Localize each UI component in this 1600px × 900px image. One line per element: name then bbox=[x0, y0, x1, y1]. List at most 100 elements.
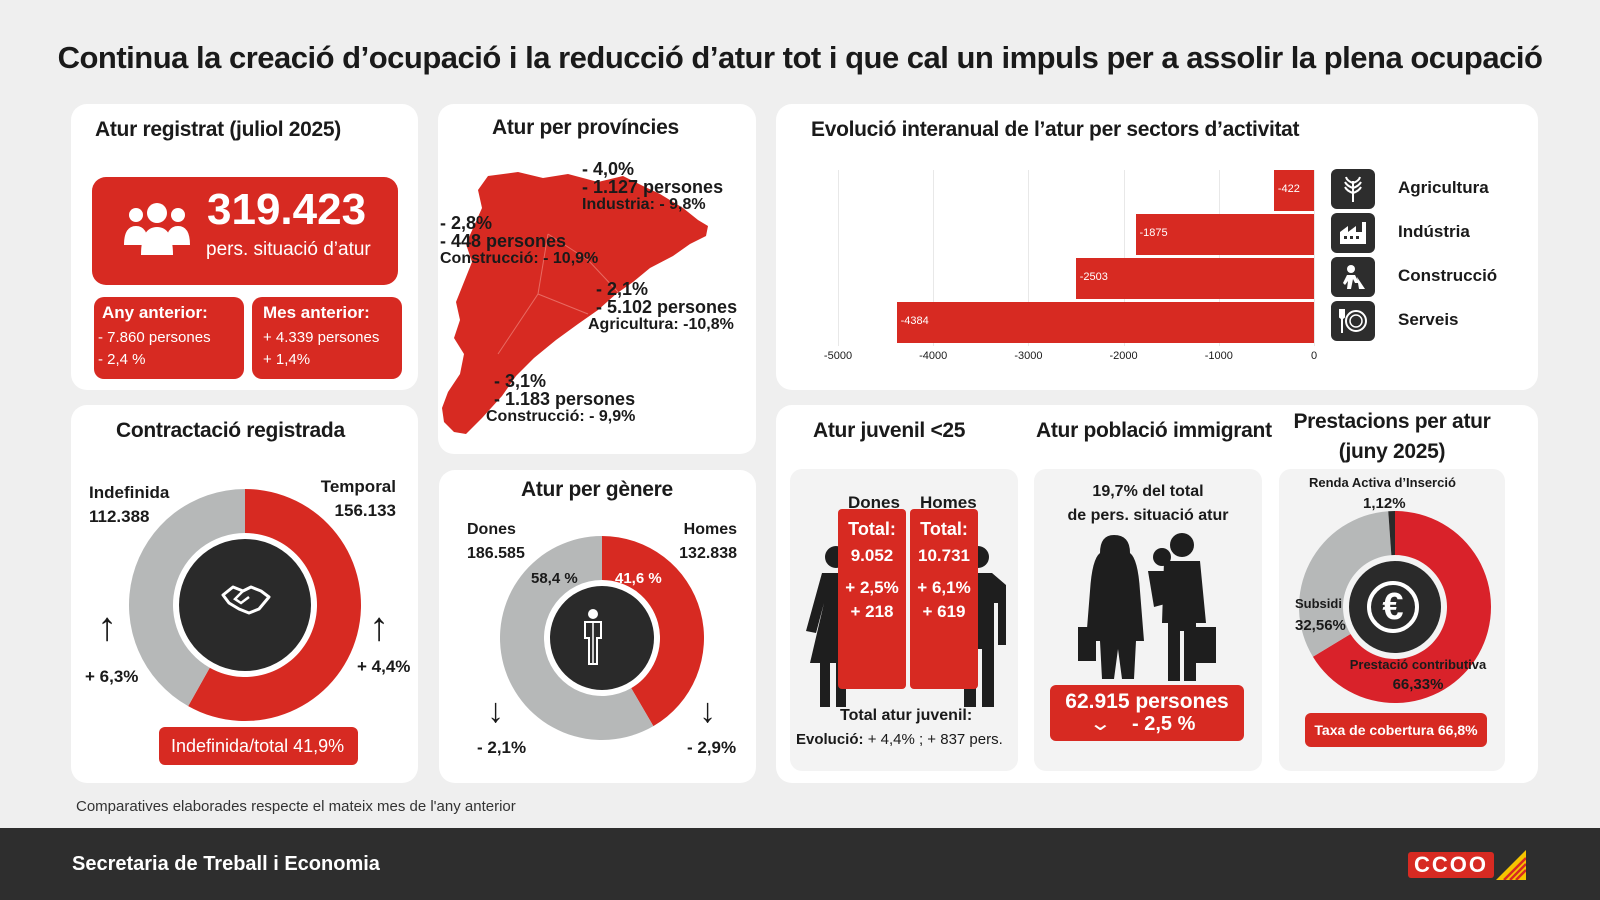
juvenil-summary-title: Total atur juvenil: bbox=[840, 707, 973, 724]
handshake-icon bbox=[221, 585, 271, 615]
contractacio-donut bbox=[129, 489, 362, 721]
sector-label: Serveis bbox=[1398, 310, 1459, 329]
atur-total-value: 319.423 bbox=[207, 185, 367, 234]
prestacions-heading: Prestacions per atur (juny 2025) bbox=[1293, 410, 1491, 463]
sector-tick-label: -4000 bbox=[919, 350, 948, 362]
contractacio-heading: Contractació registrada bbox=[116, 419, 345, 442]
immigrant-persones: 62.915 persones bbox=[1065, 690, 1229, 713]
provincies-card: Atur per províncies - 4,0% - 1.127 perso… bbox=[438, 104, 756, 454]
sector-gridline bbox=[838, 170, 839, 346]
mes-anterior-pct: + 1,4% bbox=[263, 351, 311, 368]
immigrant-line1: 19,7% del total bbox=[1092, 483, 1204, 500]
subsidi-label: Subsidi 32,56% bbox=[1295, 596, 1346, 634]
footer: Secretaria de Treball i Economia CCOO bbox=[0, 828, 1600, 900]
sector-tick-label: -5000 bbox=[823, 350, 853, 362]
dones-change: - 2,1% bbox=[477, 738, 527, 757]
indefinida-label: Indefinida 112.388 bbox=[89, 483, 170, 526]
ccoo-logo: CCOO bbox=[1408, 852, 1494, 878]
indefinida-ratio-box: Indefinida/total 41,9% bbox=[159, 727, 358, 765]
any-anterior-box: Any anterior: - 7.860 persones - 2,4 % bbox=[94, 297, 244, 379]
dones-slice bbox=[500, 536, 654, 740]
mes-anterior-label: Mes anterior: bbox=[263, 303, 370, 322]
mes-anterior-persones: + 4.339 persones bbox=[263, 329, 380, 346]
contributiva-label: Prestació contributiva 66,33% bbox=[1349, 657, 1487, 693]
provincies-heading: Atur per províncies bbox=[492, 116, 679, 139]
dones-pct: 58,4 % bbox=[531, 570, 578, 587]
euro-icon: € bbox=[1367, 581, 1419, 633]
contractacio-card: Contractació registrada Indefinida 112.3… bbox=[71, 405, 418, 783]
girona-label: - 4,0% - 1.127 persones Industria: - 9,8… bbox=[582, 159, 724, 213]
homes-slice bbox=[602, 536, 704, 727]
atur-total-label: pers. situació d’atur bbox=[206, 239, 371, 260]
cobertura-label: Taxa de cobertura 66,8% bbox=[1314, 722, 1478, 738]
genere-card: Atur per gènere Dones 186.585 Homes 132.… bbox=[439, 470, 756, 783]
wheat-icon bbox=[1331, 169, 1375, 209]
sector-label: Construcció bbox=[1398, 266, 1498, 285]
lleida-label: - 2,1% - 5.102 persones Agricultura: -10… bbox=[588, 279, 738, 333]
people-group-icon bbox=[124, 203, 190, 255]
page-title: Continua la creació d’ocupació i la redu… bbox=[57, 40, 1543, 75]
juvenil-heading: Atur juvenil <25 bbox=[813, 419, 966, 442]
juvenil-immigrant-prestacions-card: Atur juvenil <25 Atur població immigrant… bbox=[776, 405, 1538, 783]
dones-label: Dones 186.585 bbox=[467, 521, 525, 562]
sector-bar-value: -4384 bbox=[900, 315, 929, 327]
atur-registrat-card: Atur registrat (juliol 2025) 319.423 per… bbox=[71, 104, 418, 390]
renda-label: Renda Activa d’Inserció bbox=[1309, 475, 1456, 490]
sector-gridline bbox=[1028, 170, 1030, 346]
juvenil-dones-label: Dones bbox=[848, 493, 900, 512]
immigrant-total-box: 62.915 persones ⌄ - 2,5 % bbox=[1050, 685, 1244, 741]
immigrant-change: - 2,5 % bbox=[1132, 713, 1196, 735]
sector-tick-label: -3000 bbox=[1014, 350, 1043, 362]
chevron-down-icon: ⌄ bbox=[1088, 713, 1113, 735]
cobertura-box: Taxa de cobertura 66,8% bbox=[1305, 713, 1487, 747]
renda-pct: 1,12% bbox=[1363, 495, 1406, 512]
atur-total-box: 319.423 pers. situació d’atur bbox=[92, 177, 398, 285]
sector-bar-agricultura: -422 bbox=[1273, 170, 1314, 211]
footer-org: Secretaria de Treball i Economia bbox=[72, 853, 380, 875]
homes-label: Homes 132.838 bbox=[679, 521, 737, 562]
homes-pct: 41,6 % bbox=[615, 570, 662, 587]
sector-bar-value: -1875 bbox=[1139, 227, 1168, 239]
immigrant-line2: de pers. situació atur bbox=[1067, 507, 1229, 524]
indefinida-up-arrow-icon: ↑ bbox=[97, 605, 117, 649]
sector-bar-value: -422 bbox=[1277, 183, 1300, 195]
barcelona-label: - 2,8% - 448 persones Construcció: - 10,… bbox=[440, 213, 599, 267]
juvenil-summary: Evolució: + 4,4% ; + 837 pers. bbox=[796, 731, 1003, 748]
sector-bar-indústria: -1875 bbox=[1135, 214, 1314, 255]
sector-label: Agricultura bbox=[1398, 178, 1489, 197]
any-anterior-persones: - 7.860 persones bbox=[98, 329, 211, 346]
sector-bar-value: -2503 bbox=[1079, 271, 1108, 283]
sector-bar-construcció: -2503 bbox=[1075, 258, 1314, 299]
juvenil-homes-box: Total: 10.731 + 6,1% + 619 bbox=[910, 509, 978, 689]
prestacions-panel: Renda Activa d’Inserció 1,12% € Subsidi … bbox=[1279, 469, 1505, 771]
indefinida-ratio-label: Indefinida/total 41,9% bbox=[171, 736, 345, 756]
juvenil-homes-label: Homes bbox=[920, 493, 977, 512]
sector-tick-label: -2000 bbox=[1109, 350, 1138, 362]
sector-label: Indústria bbox=[1398, 222, 1470, 241]
indefinida-slice bbox=[129, 489, 245, 707]
homes-down-arrow-icon: ↓ bbox=[699, 692, 716, 730]
indefinida-change: + 6,3% bbox=[85, 667, 139, 686]
sector-gridline bbox=[1314, 170, 1315, 346]
renda-slice bbox=[1388, 511, 1395, 556]
gender-person-icon bbox=[584, 609, 602, 665]
sectors-heading: Evolució interanual de l’atur per sector… bbox=[811, 118, 1300, 141]
any-anterior-label: Any anterior: bbox=[102, 303, 208, 322]
catalonia-map bbox=[442, 172, 708, 434]
juvenil-dones-box: Total: 9.052 + 2,5% + 218 bbox=[838, 509, 906, 689]
immigrant-heading: Atur població immigrant bbox=[1036, 419, 1272, 442]
catalan-flag-icon bbox=[1496, 850, 1526, 880]
dones-down-arrow-icon: ↓ bbox=[487, 692, 504, 730]
homes-change: - 2,9% bbox=[687, 738, 737, 757]
restaurant-icon bbox=[1331, 301, 1375, 341]
comparatives-note: Comparatives elaborades respecte el mate… bbox=[76, 798, 516, 815]
atur-registrat-heading: Atur registrat (juliol 2025) bbox=[95, 118, 341, 141]
mes-anterior-box: Mes anterior: + 4.339 persones + 1,4% bbox=[252, 297, 402, 379]
donut-center bbox=[179, 539, 311, 671]
immigrant-panel: 19,7% del total de pers. situació atur 6… bbox=[1034, 469, 1262, 771]
temporal-label: Temporal 156.133 bbox=[320, 477, 396, 520]
prestacions-donut bbox=[1299, 511, 1491, 703]
temporal-slice bbox=[188, 489, 362, 721]
immigrant-family-icon bbox=[1078, 533, 1216, 681]
juvenil-panel: Dones Homes Total: 9.052 + 2,5% + 218 To… bbox=[790, 469, 1018, 771]
